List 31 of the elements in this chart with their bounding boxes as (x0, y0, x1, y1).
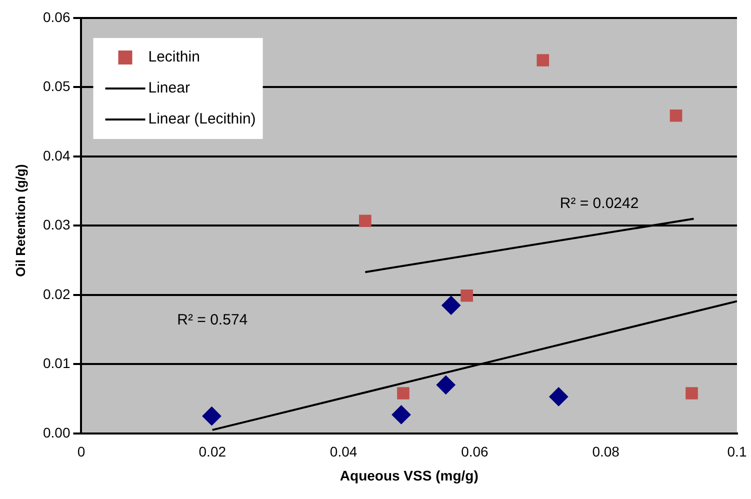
y-tick-label: 0.01 (43, 355, 70, 372)
legend-label: Linear (148, 80, 190, 97)
y-tick-label: 0.03 (43, 216, 70, 233)
annotation: R² = 0.574 (177, 312, 248, 329)
y-tick-label: 0.00 (43, 424, 70, 440)
point (670, 109, 682, 122)
point (202, 406, 222, 426)
point (549, 387, 568, 406)
x-tick-label: 0.02 (198, 444, 226, 460)
point (397, 387, 410, 400)
y-tick-label: 0.05 (43, 78, 70, 94)
x-tick-label: 0.08 (592, 444, 620, 460)
y-axis-title: Oil Retention (g/g) (12, 164, 28, 276)
x-tick-label: 0.04 (330, 444, 358, 460)
point (686, 387, 698, 400)
y-tick-label: 0.02 (43, 286, 70, 302)
point (536, 54, 550, 66)
x-tick-label: 0 (77, 444, 86, 460)
legend-label: Lecithin (148, 48, 200, 66)
point (460, 289, 473, 302)
x-tick-label: 0.06 (461, 444, 489, 460)
point (436, 375, 456, 394)
legend-label: Linear (Lecithin) (148, 110, 256, 128)
y-tick-label: 0.06 (43, 8, 70, 25)
y-tick-label: 0.04 (43, 147, 70, 164)
x-tick-label: 0.1 (727, 444, 747, 460)
point (442, 296, 461, 315)
annotation: R² = 0.0242 (560, 194, 639, 212)
point (392, 405, 411, 424)
point (359, 214, 372, 228)
x-axis-title: Aqueous VSS (mg/g) (340, 467, 478, 484)
